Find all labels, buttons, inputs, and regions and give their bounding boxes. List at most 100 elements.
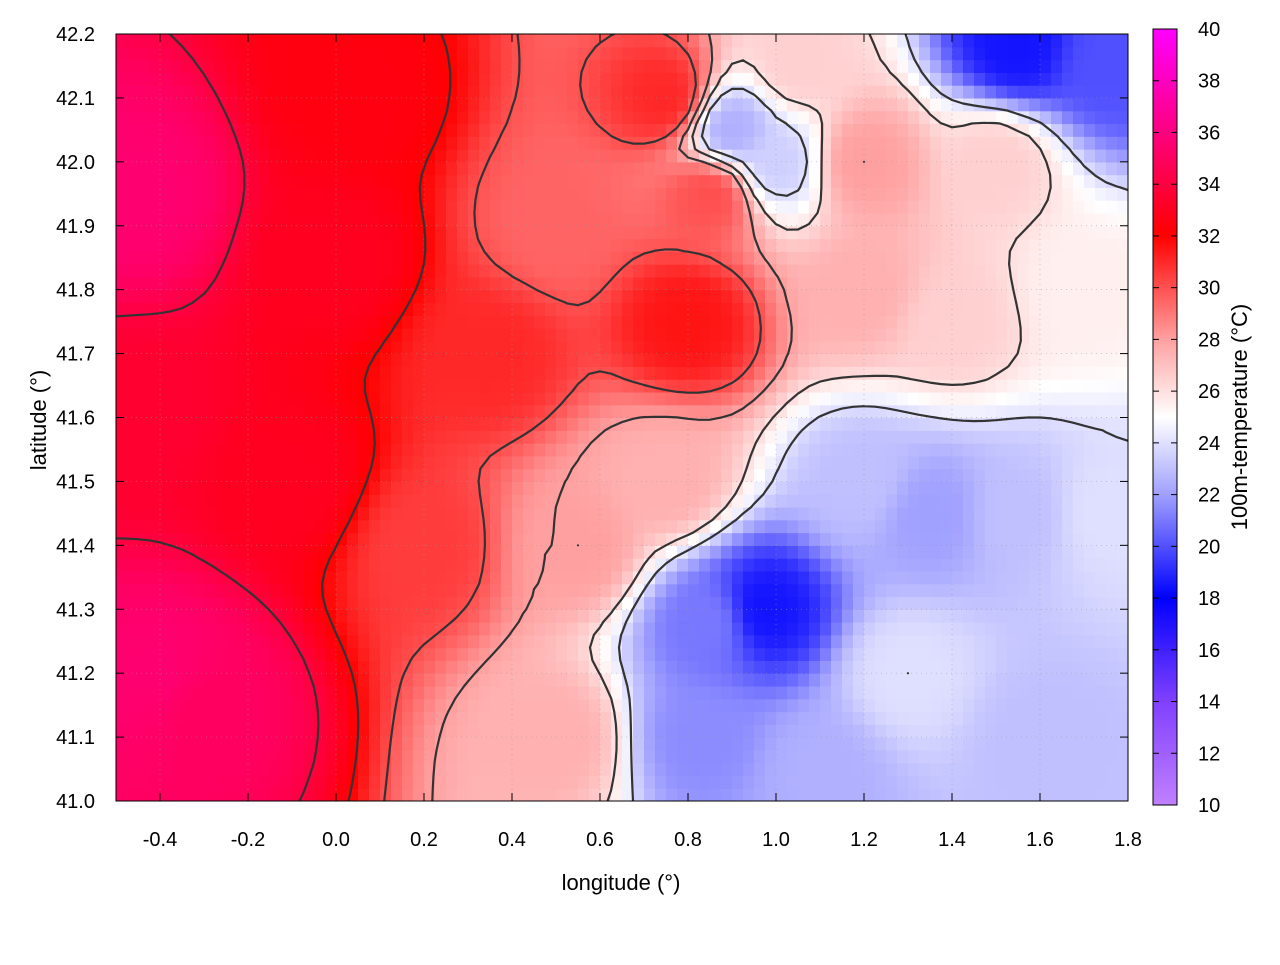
heatmap-cell xyxy=(1062,673,1074,687)
heatmap-cell xyxy=(1084,762,1096,777)
heatmap-cell xyxy=(952,212,964,227)
heatmap-cell xyxy=(314,532,326,546)
heatmap-cell xyxy=(534,136,546,150)
heatmap-cell xyxy=(369,174,381,188)
heatmap-cell xyxy=(424,481,436,495)
heatmap-cell xyxy=(237,251,249,265)
heatmap-cell xyxy=(193,711,205,725)
heatmap-cell xyxy=(270,379,282,393)
heatmap-cell xyxy=(545,570,557,585)
heatmap-cell xyxy=(281,276,293,291)
heatmap-cell xyxy=(314,302,326,316)
heatmap-cell xyxy=(908,506,920,521)
heatmap-cell xyxy=(886,212,898,227)
heatmap-cell xyxy=(886,647,898,661)
heatmap-cell xyxy=(996,570,1008,585)
heatmap-cell xyxy=(831,174,843,188)
heatmap-cell xyxy=(622,251,634,265)
heatmap-cell xyxy=(633,685,645,700)
heatmap-cell xyxy=(589,276,601,291)
heatmap-cell xyxy=(391,417,403,431)
heatmap-cell xyxy=(1084,391,1096,406)
heatmap-cell xyxy=(413,264,425,278)
heatmap-cell xyxy=(391,685,403,700)
heatmap-cell xyxy=(138,110,150,125)
heatmap-cell xyxy=(633,225,645,240)
heatmap-cell xyxy=(996,225,1008,240)
heatmap-cell xyxy=(710,238,722,252)
heatmap-cell xyxy=(402,264,414,278)
heatmap-cell xyxy=(149,302,161,316)
heatmap-cell xyxy=(633,366,645,380)
heatmap-cell xyxy=(622,724,634,738)
heatmap-cell xyxy=(292,404,304,419)
heatmap-cell xyxy=(336,660,348,674)
heatmap-cell xyxy=(193,251,205,265)
heatmap-cell xyxy=(820,506,832,521)
heatmap-cell xyxy=(853,724,865,738)
heatmap-cell xyxy=(908,647,920,661)
heatmap-cell xyxy=(545,149,557,163)
heatmap-cell xyxy=(325,494,337,508)
heatmap-cell xyxy=(281,149,293,163)
heatmap-cell xyxy=(402,711,414,725)
heatmap-cell xyxy=(380,570,392,585)
heatmap-cell xyxy=(435,200,447,214)
heatmap-cell xyxy=(1062,609,1074,623)
heatmap-cell xyxy=(479,775,491,789)
heatmap-cell xyxy=(1029,238,1041,252)
heatmap-cell xyxy=(457,136,469,150)
heatmap-cell xyxy=(534,315,546,329)
heatmap-cell xyxy=(358,724,370,738)
heatmap-cell xyxy=(765,340,777,355)
heatmap-cell xyxy=(237,379,249,393)
heatmap-cell xyxy=(699,455,711,470)
heatmap-cell xyxy=(666,366,678,380)
heatmap-cell xyxy=(501,609,513,623)
heatmap-cell xyxy=(842,340,854,355)
heatmap-cell xyxy=(930,622,942,636)
heatmap-cell xyxy=(413,136,425,150)
heatmap-cell xyxy=(204,583,216,598)
heatmap-cell xyxy=(457,788,469,801)
heatmap-cell xyxy=(886,366,898,380)
heatmap-cell xyxy=(677,443,689,457)
heatmap-cell xyxy=(237,136,249,150)
heatmap-cell xyxy=(798,634,810,649)
heatmap-cell xyxy=(380,264,392,278)
heatmap-cell xyxy=(138,276,150,291)
heatmap-cell xyxy=(688,225,700,240)
heatmap-cell xyxy=(127,506,139,521)
heatmap-cell xyxy=(1040,545,1052,559)
heatmap-cell xyxy=(215,762,227,777)
heatmap-cell xyxy=(446,519,458,534)
heatmap-cell xyxy=(765,328,777,342)
heatmap-cell xyxy=(1106,443,1118,457)
heatmap-cell xyxy=(600,379,612,393)
heatmap-cell xyxy=(820,634,832,649)
heatmap-cell xyxy=(732,634,744,649)
heatmap-cell xyxy=(809,443,821,457)
heatmap-cell xyxy=(523,622,535,636)
heatmap-cell xyxy=(1095,749,1107,764)
heatmap-cell xyxy=(985,775,997,789)
heatmap-cell xyxy=(798,749,810,764)
heatmap-cell xyxy=(369,494,381,508)
heatmap-cell xyxy=(468,775,480,789)
heatmap-cell xyxy=(281,749,293,764)
heatmap-cell xyxy=(336,110,348,125)
heatmap-cell xyxy=(446,366,458,380)
heatmap-cell xyxy=(292,443,304,457)
heatmap-cell xyxy=(281,174,293,188)
heatmap-cell xyxy=(875,110,887,125)
heatmap-cell xyxy=(985,698,997,713)
heatmap-cell xyxy=(127,749,139,764)
heatmap-cell xyxy=(171,149,183,163)
heatmap-cell xyxy=(655,251,667,265)
heatmap-cell xyxy=(831,315,843,329)
heatmap-cell xyxy=(1095,481,1107,495)
heatmap-cell xyxy=(1106,161,1118,176)
heatmap-cell xyxy=(325,251,337,265)
heatmap-cell xyxy=(622,200,634,214)
heatmap-cell xyxy=(171,596,183,610)
